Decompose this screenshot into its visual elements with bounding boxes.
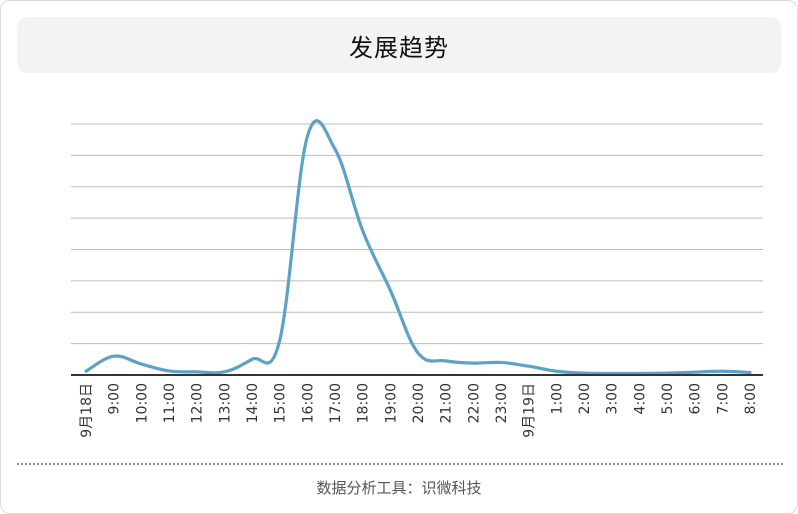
footer-divider	[17, 463, 783, 465]
x-tick-label: 4:00	[632, 383, 648, 414]
chart-title: 发展趋势	[349, 33, 449, 62]
x-tick-label: 10:00	[134, 383, 150, 423]
title-bar: 发展趋势	[17, 17, 781, 73]
x-tick-label: 8:00	[743, 383, 759, 414]
x-tick-label: 12:00	[190, 383, 206, 423]
x-tick-label: 22:00	[466, 383, 482, 423]
footer-credit: 数据分析工具：识微科技	[316, 479, 482, 497]
data-point	[112, 354, 115, 358]
x-tick-label: 9月18日	[79, 383, 95, 438]
x-tick-label: 7:00	[715, 383, 731, 414]
series-line-0	[84, 119, 752, 376]
data-point	[167, 369, 171, 373]
data-point	[665, 371, 669, 375]
data-point	[416, 351, 420, 355]
x-tick-label: 15:00	[273, 383, 289, 423]
data-point	[693, 370, 696, 374]
data-point	[306, 135, 309, 138]
x-tick-label: 9月19日	[522, 383, 538, 438]
x-tick-label: 14:00	[245, 383, 261, 423]
x-tick-label: 9:00	[107, 383, 123, 414]
data-point	[361, 229, 364, 232]
x-tick-label: 5:00	[660, 383, 676, 414]
x-tick-label: 13:00	[217, 383, 233, 423]
data-point	[223, 370, 226, 374]
data-point	[333, 147, 337, 151]
series-layer	[84, 119, 752, 376]
data-point	[195, 370, 198, 374]
data-point	[748, 371, 752, 374]
data-point	[472, 361, 475, 365]
data-point	[555, 370, 558, 373]
x-tick-label: 1:00	[549, 383, 565, 414]
data-point	[499, 361, 503, 364]
x-tick-label: 19:00	[383, 383, 399, 423]
data-point	[84, 370, 88, 373]
trend-chart: 9月18日 9:00 10:00 11:00 12:00 13:00 14:00 15:00 1…	[71, 119, 763, 438]
data-point	[721, 370, 724, 373]
x-tick-label: 16:00	[300, 383, 316, 423]
x-tick-label: 17:00	[328, 383, 344, 423]
x-tick-label: 11:00	[162, 383, 178, 423]
x-tick-label: 21:00	[439, 383, 455, 423]
data-point	[140, 362, 143, 366]
x-tick-label: 2:00	[577, 383, 593, 414]
data-point	[250, 358, 254, 361]
data-point	[582, 371, 586, 375]
x-tick-labels: 9月18日 9:00 10:00 11:00 12:00 13:00 14:00 15:00 1…	[79, 383, 759, 438]
grid-lines	[71, 123, 763, 345]
x-tick-label: 23:00	[494, 383, 510, 423]
x-tick-label: 20:00	[411, 383, 427, 423]
data-point	[527, 365, 530, 368]
x-tick-label: 3:00	[605, 383, 621, 414]
data-point	[278, 339, 281, 342]
x-tick-label: 6:00	[688, 383, 704, 414]
data-point	[444, 359, 447, 363]
data-point	[389, 289, 392, 292]
x-tick-label: 18:00	[356, 383, 372, 423]
